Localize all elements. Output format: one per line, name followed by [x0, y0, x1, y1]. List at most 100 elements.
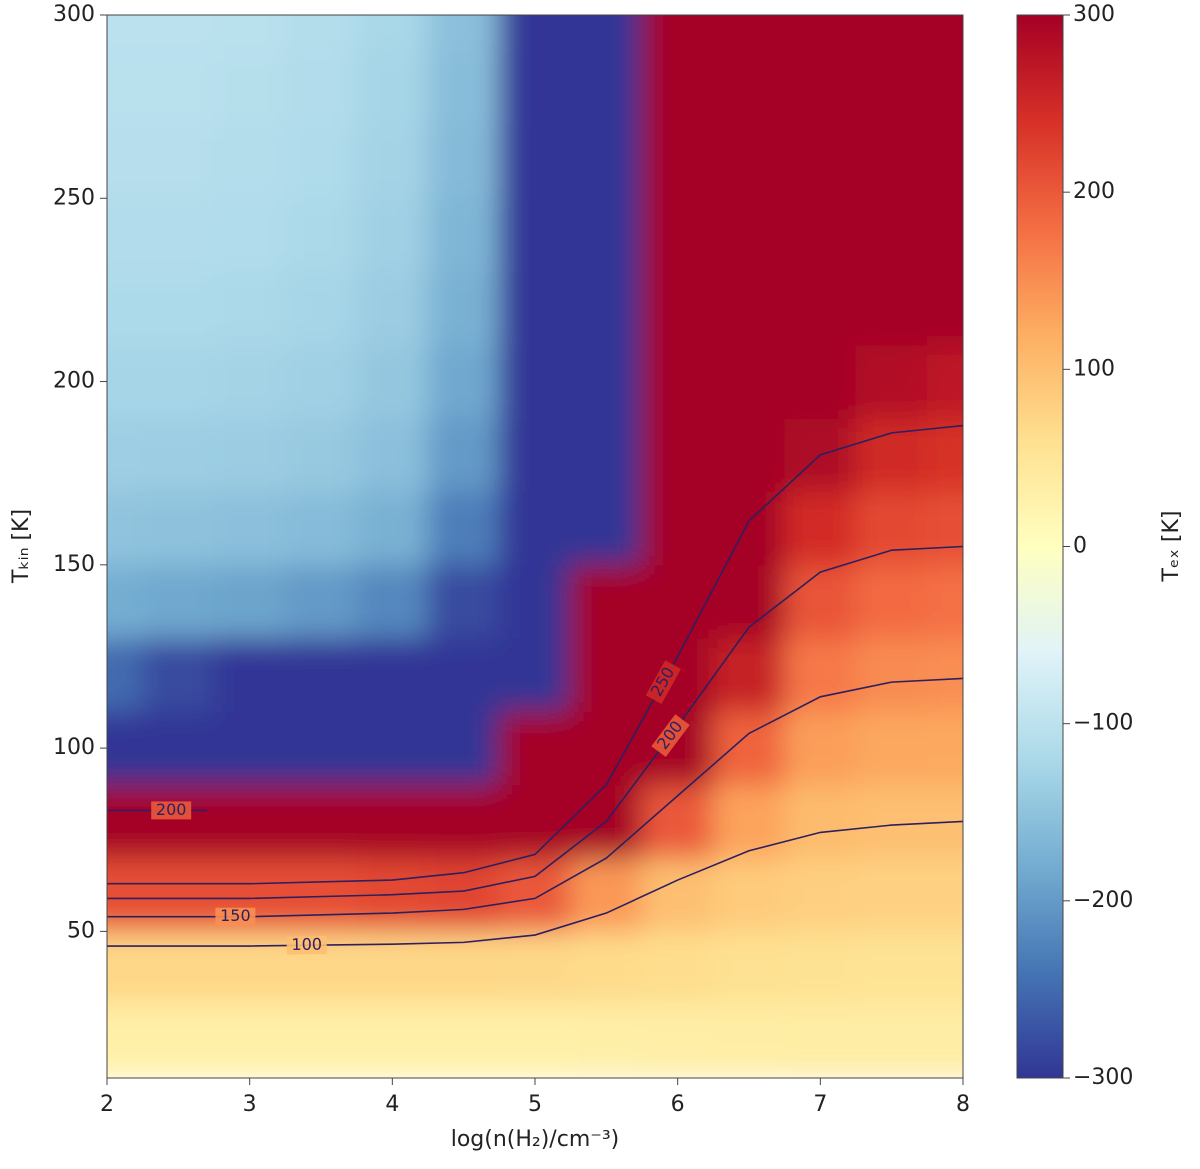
heatmap-cell: [284, 564, 358, 639]
heatmap-cell: [284, 15, 358, 53]
heatmap-cell: [712, 857, 786, 932]
heatmap-cell: [712, 344, 786, 419]
heatmap-cell: [712, 637, 786, 712]
heatmap-cell: [712, 491, 786, 566]
heatmap-cell: [570, 344, 643, 419]
heatmap-cell: [498, 710, 572, 786]
heatmap-cell: [356, 15, 429, 53]
heatmap-cell: [107, 637, 144, 712]
heatmap-cell: [427, 1004, 500, 1078]
heatmap-cell: [784, 857, 857, 932]
heatmap-cell: [107, 124, 144, 199]
heatmap-cell: [926, 124, 963, 199]
heatmap: [107, 15, 963, 1078]
heatmap-cell: [356, 344, 429, 419]
heatmap-cell: [712, 417, 786, 493]
heatmap-cell: [784, 271, 857, 346]
heatmap-cell: [284, 344, 358, 419]
heatmap-cell: [784, 124, 857, 199]
heatmap-cell: [356, 1004, 429, 1078]
colorbar: [1016, 14, 1064, 1079]
heatmap-cell: [213, 51, 286, 126]
heatmap-cell: [498, 784, 572, 859]
contour-label: 200: [156, 800, 187, 819]
colorbar-tick-label: 200: [1073, 179, 1115, 204]
heatmap-cell: [784, 15, 857, 53]
heatmap-cell: [712, 271, 786, 346]
x-axis-label: log(n(H₂)/cm⁻³): [451, 1127, 620, 1152]
heatmap-cell: [142, 197, 215, 273]
heatmap-cell: [784, 784, 857, 859]
heatmap-cell: [855, 784, 928, 859]
heatmap-cell: [356, 271, 429, 346]
heatmap-cell: [570, 564, 643, 639]
heatmap-cell: [498, 637, 572, 712]
heatmap-cell: [855, 124, 928, 199]
heatmap-cell: [142, 710, 215, 786]
heatmap-cell: [213, 417, 286, 493]
contour-label-bg: [215, 907, 256, 926]
heatmap-cell: [213, 710, 286, 786]
heatmap-cell: [427, 197, 500, 273]
heatmap-cell: [284, 197, 358, 273]
heatmap-cell: [427, 564, 500, 639]
heatmap-cell: [926, 930, 963, 1006]
heatmap-cell: [712, 15, 786, 53]
heatmap-cell: [213, 197, 286, 273]
heatmap-cell: [641, 1004, 714, 1078]
x-tick-label: 7: [813, 1092, 827, 1117]
heatmap-cell: [926, 491, 963, 566]
heatmap-cell: [142, 637, 215, 712]
heatmap-cell: [570, 1004, 643, 1078]
y-tick-label: 250: [53, 185, 95, 210]
heatmap-cell: [107, 15, 144, 53]
contour-label-bg: [645, 660, 681, 704]
heatmap-cell: [855, 930, 928, 1006]
heatmap-cell: [284, 271, 358, 346]
heatmap-cell: [712, 124, 786, 199]
heatmap-cell: [498, 197, 572, 273]
heatmap-cell: [427, 417, 500, 493]
heatmap-cell: [498, 271, 572, 346]
heatmap-cell: [712, 710, 786, 786]
heatmap-cell: [356, 491, 429, 566]
heatmap-cell: [712, 197, 786, 273]
heatmap-cell: [641, 197, 714, 273]
heatmap-cell: [356, 51, 429, 126]
colorbar-label: Tₑₓ [K]: [1159, 511, 1184, 583]
y-tick-label: 50: [67, 918, 95, 943]
heatmap-cell: [427, 491, 500, 566]
heatmap-cell: [427, 784, 500, 859]
heatmap-cell: [784, 344, 857, 419]
heatmap-cell: [784, 1004, 857, 1078]
heatmap-cell: [570, 710, 643, 786]
heatmap-cell: [641, 344, 714, 419]
heatmap-cell: [107, 930, 144, 1006]
heatmap-cell: [356, 784, 429, 859]
heatmap-cell: [107, 491, 144, 566]
heatmap-cell: [784, 930, 857, 1006]
colorbar-tick-label: 300: [1073, 2, 1115, 27]
heatmap-cell: [926, 637, 963, 712]
heatmap-cell: [570, 637, 643, 712]
heatmap-cell: [784, 197, 857, 273]
heatmap-cell: [356, 564, 429, 639]
heatmap-cell: [498, 344, 572, 419]
x-tick-label: 4: [385, 1092, 399, 1117]
heatmap-cell: [427, 710, 500, 786]
colorbar-tick-label: −100: [1073, 711, 1133, 736]
heatmap-cell: [284, 710, 358, 786]
contour-label: 150: [220, 906, 251, 925]
heatmap-cell: [498, 1004, 572, 1078]
heatmap-cell: [213, 1004, 286, 1078]
heatmap-cell: [142, 564, 215, 639]
heatmap-cell: [570, 15, 643, 53]
heatmap-cell: [855, 491, 928, 566]
heatmap-cell: [142, 15, 215, 53]
heatmap-cell: [427, 637, 500, 712]
heatmap-cell: [926, 857, 963, 932]
heatmap-cell: [213, 491, 286, 566]
heatmap-cell: [213, 344, 286, 419]
heatmap-cell: [712, 51, 786, 126]
